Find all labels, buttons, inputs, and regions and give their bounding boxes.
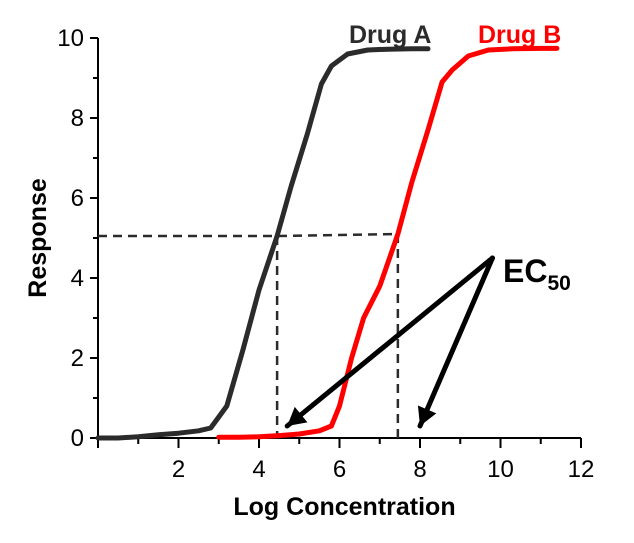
x-tick-label: 2 [172,456,185,483]
series-line-drug-b [216,45,560,440]
x-tick-label: 10 [487,456,514,483]
ec50-reference-lines [98,232,400,438]
y-tick-label: 4 [71,265,84,292]
x-tick-label: 12 [568,456,595,483]
series-layer [95,45,560,441]
x-tick-label: 6 [333,456,346,483]
x-tick-label: 8 [413,456,426,483]
y-tick-label: 0 [71,425,84,452]
series-line-drug-a [95,46,431,441]
axes [90,37,582,448]
ec50-subscript: 50 [547,272,570,295]
y-tick-label: 6 [71,185,84,212]
ec50-arrow-head [417,405,437,426]
ec50-annotation: EC50 [284,253,571,429]
ec50-horizontal-dashed-line [98,232,398,238]
ec50-arrow-head [287,406,308,426]
y-tick-label: 8 [71,105,84,132]
y-axis-title: Response [24,178,52,298]
ec50-arrow-shaft [417,255,495,429]
y-tick-label: 10 [57,25,84,52]
ec50-arrow-shaft [284,255,495,429]
x-tick-label: 4 [252,456,265,483]
x-axis-title: Log Concentration [233,493,455,521]
series-label-drug-b: Drug B [478,21,561,49]
labels: 0 2 4 6 8 10 2 4 6 8 10 12 Log Concentration Response… [24,21,594,521]
y-tick-label: 2 [71,345,84,372]
ec50-label: EC50 [503,253,571,295]
series-label-drug-a: Drug A [349,21,431,49]
